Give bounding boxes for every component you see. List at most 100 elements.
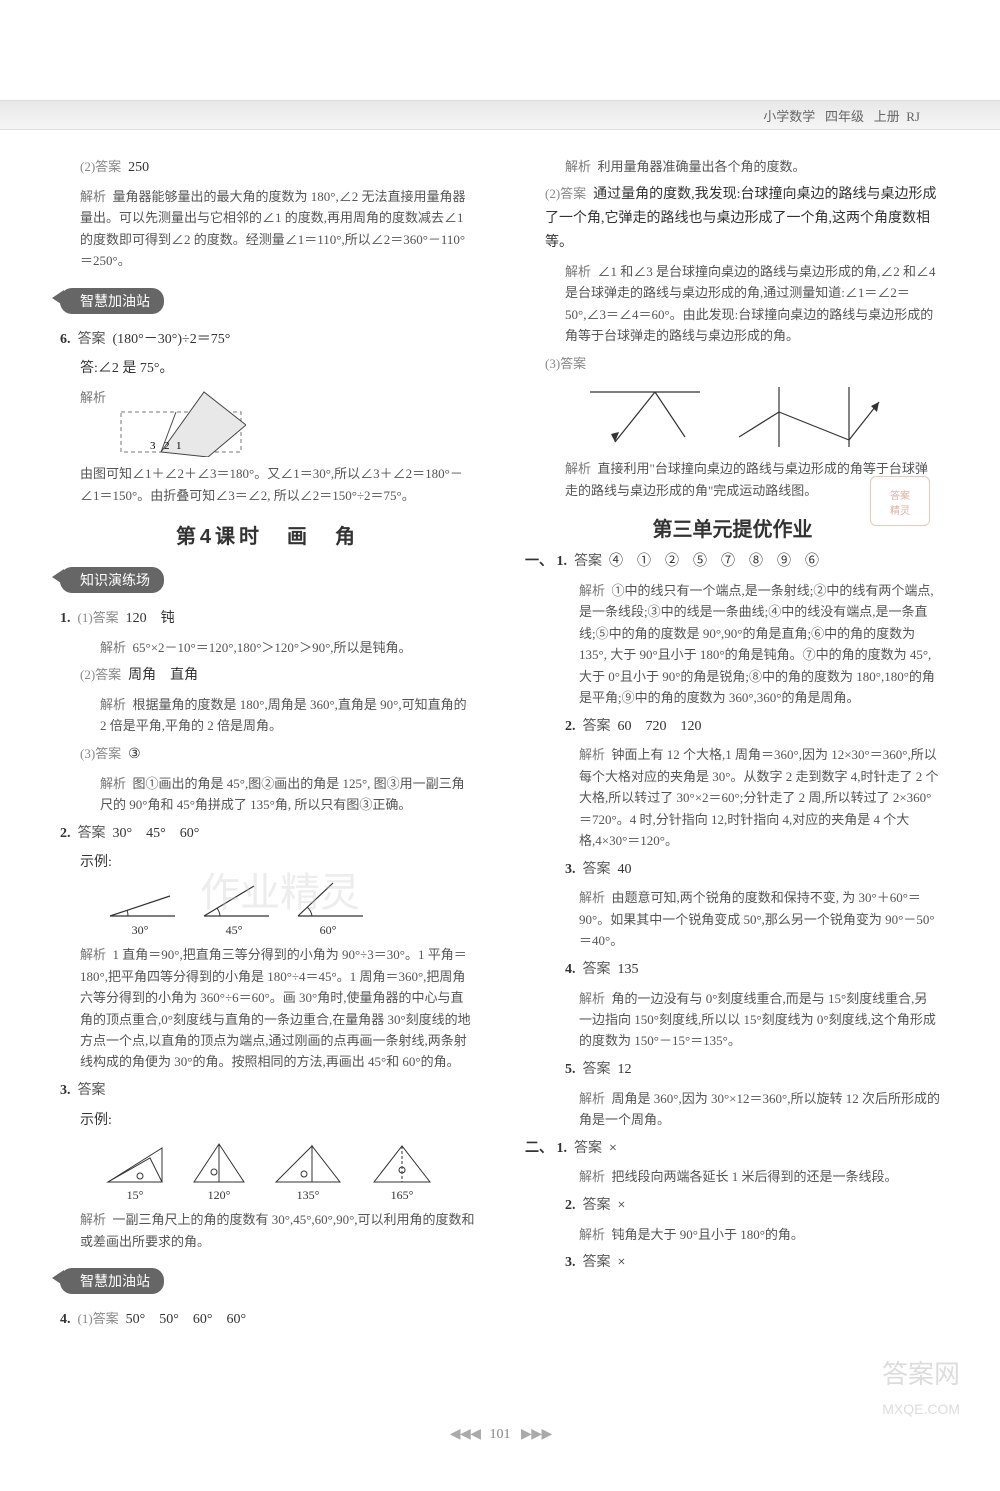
header-subject: 小学数学 [763, 109, 815, 124]
l4-q3-row: 3. 答案 [60, 1079, 475, 1103]
l4-q3-fig-120-cap: 120° [184, 1188, 254, 1203]
u3-q5-expl-text: 周角是 360°,因为 30°×12＝360°,所以旋转 12 次后所形成的角是… [579, 1091, 940, 1127]
page-number-row: ◀ ◀ ◀ 101 ▶ ▶ ▶ [0, 1426, 1000, 1443]
l4-q3-figures: 15° 120° 135° 165° [100, 1138, 475, 1203]
r3-expl: 解析 直接利用"台球撞向桌边的路线与桌边形成的角等于台球弹走的路线与桌边形成的角… [525, 458, 940, 501]
content-columns: (2)答案 250 解析 量角器能够量出的最大角的度数为 180°,∠2 无法直… [60, 150, 940, 1338]
l4-q4-1-row: 4. (1)答案 50° 50° 60° 60° [60, 1308, 475, 1332]
u3-q5-expl-label: 解析 [579, 1091, 605, 1106]
u3-q3-row: 3. 答案 40 [525, 858, 940, 882]
svg-text:3: 3 [150, 440, 156, 452]
l4-q3-fig-165: 165° [362, 1138, 442, 1203]
l4-q1-2-expl-text: 根据量角的度数是 180°,周角是 360°,直角是 90°,可知直角的 2 倍… [100, 697, 467, 733]
l4-q2-fig-45-cap: 45° [194, 923, 274, 938]
u3-q5-ans: 12 [618, 1062, 632, 1077]
l4-q2-fig-30: 30° [100, 881, 180, 938]
l4-q1-3-expl-text: 图①画出的角是 45°,图②画出的角是 125°, 图③用一副三角尺的 90°角… [100, 776, 465, 812]
l4-q1-2-ans: 周角 直角 [128, 668, 198, 683]
u3-q3-expl-text: 由题意可知,两个锐角的度数和保持不变, 为 30°＋60°＝90°。如果其中一个… [579, 890, 935, 948]
u3-q2-expl-text: 钟面上有 12 个大格,1 周角＝360°,因为 12×30°＝360°,所以每… [579, 747, 938, 848]
l4-q3-fig-15-cap: 15° [100, 1188, 170, 1203]
q2-2-expl-label: 解析 [80, 189, 106, 204]
u3-q1-expl-label: 解析 [579, 583, 605, 598]
wisdom-station-label-2: 智慧加油站 [60, 1268, 164, 1294]
u3-q2-row: 2. 答案 60 720 120 [525, 715, 940, 739]
r2-ans: 通过量角的度数,我发现:台球撞向桌边的路线与桌边形成了一个角,它弹走的路线也与桌… [545, 187, 937, 250]
l4-q4-1-label: (1)答案 [78, 1311, 119, 1326]
header-edition: RJ [906, 109, 920, 124]
l4-q2-expl-text: 1 直角＝90°,把直角三等分得到的小角为 90°÷3＝30°。1 平角＝180… [80, 947, 471, 1069]
l4-q2-fig-60: 60° [288, 881, 368, 938]
q2-2-answer-row: (2)答案 250 [60, 156, 475, 180]
q2-2-label: (2)答案 [80, 159, 121, 174]
u3-q2-ans-label: 答案 [583, 719, 611, 734]
r1-expl-label: 解析 [565, 159, 591, 174]
left-column: (2)答案 250 解析 量角器能够量出的最大角的度数为 180°,∠2 无法直… [60, 150, 485, 1338]
l4-q2-ans: 30° 45° 60° [113, 826, 200, 841]
l4-q2-example-label: 示例: [60, 851, 475, 875]
l4-q1-1-expl-text: 65°×2－10°＝120°,180°＞120°＞90°,所以是钝角。 [133, 640, 412, 655]
q6-ans: (180°－30°)÷2＝75° [113, 332, 231, 347]
u3-q3-num: 3. [565, 862, 576, 877]
l4-q1-3-label: (3)答案 [80, 746, 121, 761]
l4-q2-expl-label: 解析 [80, 947, 106, 962]
u3-s2-q2-row: 2. 答案 × [525, 1194, 940, 1218]
u3-q4-ans: 135 [618, 962, 639, 977]
r3-row: (3)答案 [525, 353, 940, 377]
u3-q5-ans-label: 答案 [583, 1062, 611, 1077]
l4-q2-fig-45: 45° [194, 881, 274, 938]
l4-q3-example-label: 示例: [60, 1109, 475, 1133]
u3-q4-expl-text: 角的一边没有与 0°刻度线重合,而是与 15°刻度线重合,另一边指向 150°刻… [579, 991, 936, 1049]
page-tri-right-icon: ▶ ▶ ▶ [521, 1427, 550, 1442]
u3-q3-ans-label: 答案 [583, 862, 611, 877]
q2-2-expl-text: 量角器能够量出的最大角的度数为 180°,∠2 无法直接用量角器量出。可以先测量… [80, 189, 465, 268]
l4-q1-2-expl: 解析 根据量角的度数是 180°,周角是 360°,直角是 90°,可知直角的 … [60, 694, 475, 737]
u3-q4-ans-label: 答案 [583, 962, 611, 977]
l4-q1-3-ans: ③ [128, 747, 141, 762]
wisdom-station-label-1: 智慧加油站 [60, 288, 164, 314]
u3-q1-row: 一、 1. 答案 ④ ① ② ⑤ ⑦ ⑧ ⑨ ⑥ [525, 550, 940, 574]
u3-q2-expl: 解析 钟面上有 12 个大格,1 周角＝360°,因为 12×30°＝360°,… [525, 744, 940, 851]
q6-fig-row: 解析 3 2 1 [60, 387, 475, 457]
u3-q5-num: 5. [565, 1062, 576, 1077]
u3-s2-q3-row: 3. 答案 × [525, 1251, 940, 1275]
u3-s2-q2-expl-label: 解析 [579, 1227, 605, 1242]
l4-q1-3-row: (3)答案 ③ [60, 743, 475, 767]
q2-2-answer: 250 [128, 160, 149, 175]
u3-q2-ans: 60 720 120 [618, 719, 702, 734]
q6-ans2: 答:∠2 是 75°。 [60, 357, 475, 381]
q6-expl-label: 解析 [80, 390, 106, 405]
u3-q3-expl: 解析 由题意可知,两个锐角的度数和保持不变, 为 30°＋60°＝90°。如果其… [525, 887, 940, 951]
r1-expl: 解析 利用量角器准确量出各个角的度数。 [525, 156, 940, 177]
u3-q4-num: 4. [565, 962, 576, 977]
l4-q3-fig-135: 135° [268, 1138, 348, 1203]
header-text: 小学数学 四年级 上册 RJ [763, 106, 920, 125]
page-number: 101 [490, 1427, 511, 1442]
l4-q2-fig-60-cap: 60° [288, 923, 368, 938]
u3-s2-q3-ans: × [618, 1255, 626, 1270]
q6-expl-text: 由图可知∠1＋∠2＋∠3＝180°。又∠1＝30°,所以∠3＋∠2＝180°－∠… [60, 463, 475, 506]
l4-q1-1-label: (1)答案 [78, 610, 119, 625]
l4-q3-expl-label: 解析 [80, 1212, 106, 1227]
u3-s2-q3-num: 3. [565, 1255, 576, 1270]
u3-s2-q3-ans-label: 答案 [583, 1255, 611, 1270]
l4-q2-ans-label: 答案 [78, 826, 106, 841]
l4-q3-fig-135-cap: 135° [268, 1188, 348, 1203]
u3-s2-q1-expl-text: 把线段向两端各延长 1 米后得到的还是一条线段。 [612, 1169, 898, 1184]
l4-q3-ans-label: 答案 [78, 1083, 106, 1098]
l4-q2-row: 2. 答案 30° 45° 60° [60, 822, 475, 846]
header-grade: 四年级 [825, 109, 864, 124]
q6-ans-label: 答案 [78, 332, 106, 347]
u3-q5-row: 5. 答案 12 [525, 1058, 940, 1082]
l4-q2-fig-30-cap: 30° [100, 923, 180, 938]
l4-q3-fig-165-cap: 165° [362, 1188, 442, 1203]
l4-q1-2-expl-label: 解析 [100, 697, 126, 712]
l4-q3-fig-120: 120° [184, 1138, 254, 1203]
l4-q1-1-ans: 120 钝 [126, 611, 175, 626]
u3-q1-expl-text: ①中的线只有一个端点,是一条射线;②中的线有两个端点,是一条线段;③中的线是一条… [579, 583, 935, 705]
u3-s2-q1-ans: × [609, 1141, 617, 1156]
u3-s2-q2-ans-label: 答案 [583, 1198, 611, 1213]
r3-expl-label: 解析 [565, 461, 591, 476]
u3-s2-q1-expl-label: 解析 [579, 1169, 605, 1184]
u3-q1-ans: ④ ① ② ⑤ ⑦ ⑧ ⑨ ⑥ [609, 554, 819, 569]
